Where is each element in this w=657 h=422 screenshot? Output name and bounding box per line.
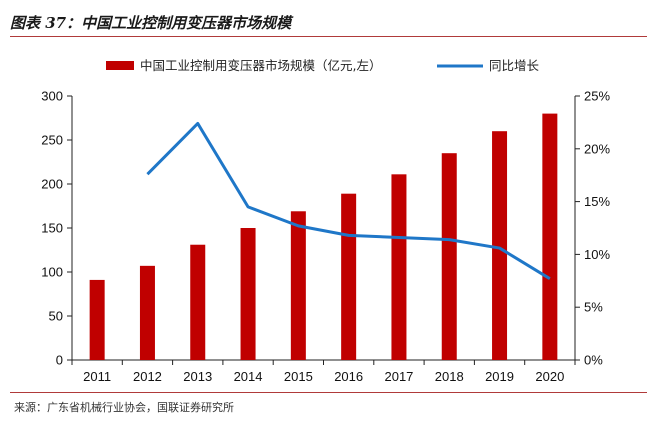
axes: 0 50 100 150 200 250 300 0% 5% 10% 15% 20% 25% 2011 20…	[41, 89, 610, 385]
left-tick-label: 100	[41, 265, 63, 280]
bar	[190, 244, 206, 360]
top-rule	[10, 36, 647, 37]
bar	[139, 265, 155, 360]
x-tick-label: 2013	[183, 369, 212, 384]
left-tick-label: 50	[49, 309, 63, 324]
left-tick-label: 200	[41, 177, 63, 192]
x-tick-label: 2012	[133, 369, 162, 384]
bar	[89, 279, 105, 360]
right-tick-label: 10%	[584, 247, 610, 262]
left-tick-label: 300	[41, 89, 63, 104]
x-tick-label: 2011	[83, 369, 111, 384]
line-series	[146, 121, 551, 280]
bar	[492, 131, 508, 360]
right-tick-label: 15%	[584, 194, 610, 209]
right-tick-label: 25%	[584, 89, 610, 104]
legend-bar-label: 中国工业控制用变压器市场规模（亿元,左）	[140, 58, 381, 73]
left-tick-label: 250	[41, 133, 63, 148]
chart-title: 图表 37：中国工业控制用变压器市场规模	[10, 14, 292, 32]
bar	[441, 153, 457, 360]
title-row: 图表 37：中国工业控制用变压器市场规模	[10, 6, 647, 34]
bar	[391, 174, 407, 360]
source-note: 来源：广东省机械行业协会，国联证券研究所	[14, 401, 234, 414]
bar	[341, 193, 357, 360]
right-tick-label: 5%	[584, 300, 603, 315]
bar-series	[89, 113, 558, 360]
x-tick-label: 2019	[485, 369, 514, 384]
legend-bar-swatch	[106, 61, 134, 70]
left-tick-label: 150	[41, 221, 63, 236]
x-tick-label: 2020	[535, 369, 564, 384]
x-tick-label: 2015	[284, 369, 313, 384]
bar	[240, 228, 256, 360]
legend-line-label: 同比增长	[489, 58, 540, 73]
right-tick-label: 0%	[584, 353, 603, 368]
right-tick-label: 20%	[584, 141, 610, 156]
x-tick-label: 2014	[234, 369, 263, 384]
bar	[290, 211, 306, 360]
x-tick-label: 2018	[435, 369, 464, 384]
left-tick-label: 0	[56, 353, 63, 368]
x-tick-label: 2016	[334, 369, 363, 384]
bar	[542, 113, 558, 360]
legend: 中国工业控制用变压器市场规模（亿元,左） 同比增长	[106, 58, 540, 73]
bottom-rule	[10, 392, 647, 393]
x-tick-label: 2017	[384, 369, 413, 384]
